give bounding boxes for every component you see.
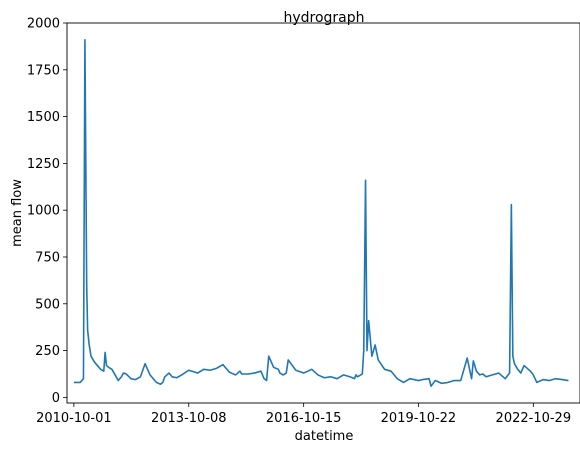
plot-frame (66, 22, 580, 404)
x-tick-label: 2016-10-15 (266, 411, 342, 426)
x-axis-label: datetime (295, 429, 354, 444)
x-axis: 2010-10-01 2013-10-08 2016-10-15 2019-10-22… (36, 403, 571, 426)
y-tick-label: 1500 (27, 110, 60, 125)
x-tick-label: 2010-10-01 (36, 411, 112, 426)
y-tick-label: 750 (35, 250, 60, 265)
y-tick-label: 1750 (27, 63, 60, 78)
chart-title: hydrograph (283, 10, 364, 26)
x-tick-label: 2013-10-08 (151, 411, 227, 426)
series-line-0 (73, 39, 569, 387)
y-tick-label: 0 (52, 391, 60, 406)
y-tick-label: 500 (35, 297, 60, 312)
y-axis-label: mean flow (10, 179, 25, 247)
x-tick-label: 2019-10-22 (381, 411, 457, 426)
y-tick-label: 2000 (27, 17, 60, 32)
y-tick-label: 1250 (27, 157, 60, 172)
series-layer (73, 39, 569, 387)
y-tick-label: 250 (35, 344, 60, 359)
x-tick-label: 2022-10-29 (496, 411, 572, 426)
y-axis: 0 250 500 750 1000 1250 1500 1750 2000 (27, 17, 67, 406)
y-tick-label: 1000 (27, 204, 60, 219)
